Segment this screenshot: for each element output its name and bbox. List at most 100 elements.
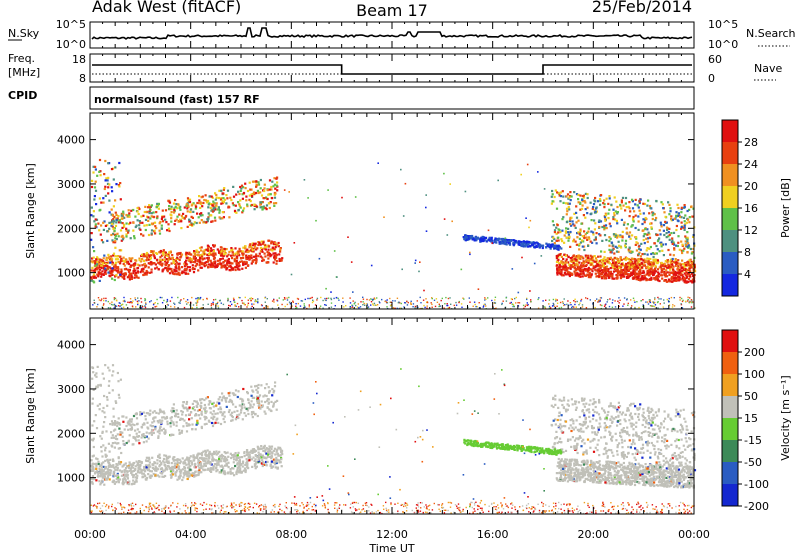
- echo-cell: [141, 221, 144, 224]
- echo-cell: [627, 205, 630, 208]
- echo-cell: [125, 213, 128, 217]
- echo-cell: [267, 305, 269, 308]
- echo-cell: [609, 251, 612, 254]
- echo-cell: [114, 199, 117, 202]
- echo-cell: [231, 454, 234, 457]
- echo-cell: [668, 273, 671, 276]
- echo-cell: [557, 228, 560, 231]
- echo-cell: [576, 272, 579, 275]
- echo-cell: [172, 272, 175, 275]
- echo-cell: [218, 259, 221, 262]
- echo-cell: [649, 301, 652, 304]
- echo-cell: [239, 297, 241, 299]
- echo-cell: [208, 450, 211, 453]
- echo-cell: [107, 307, 110, 309]
- echo-cell: [92, 304, 94, 306]
- echo-cell: [126, 470, 129, 473]
- colorbar-label: Power [dB]: [779, 178, 792, 238]
- echo-cell: [613, 256, 616, 259]
- echo-cell: [139, 464, 142, 467]
- echo-cell: [597, 265, 600, 268]
- echo-cell: [116, 258, 119, 261]
- echo-cell: [504, 238, 507, 241]
- echo-cell: [178, 206, 181, 209]
- echo-cell: [151, 250, 154, 253]
- echo-cell: [574, 298, 576, 300]
- echo-cell: [169, 300, 172, 302]
- echo-cell: [292, 300, 294, 302]
- echo-cell: [107, 475, 110, 478]
- echo-cell: [236, 456, 239, 459]
- echo-cell: [257, 301, 259, 304]
- echo-cell: [653, 213, 656, 216]
- echo-cell: [565, 261, 568, 264]
- echo-cell: [191, 472, 194, 475]
- echo-cell: [469, 251, 471, 254]
- echo-cell: [202, 450, 205, 453]
- echo-cell: [214, 298, 217, 301]
- echo-cell: [204, 261, 207, 264]
- echo-cell: [544, 306, 546, 308]
- echo-cell: [324, 297, 326, 300]
- echo-cell: [575, 306, 577, 308]
- echo-cell: [562, 195, 565, 198]
- echo-cell: [603, 203, 606, 206]
- echo-cell: [622, 272, 625, 275]
- echo-cell: [366, 306, 369, 309]
- echo-cell: [620, 207, 623, 210]
- echo-cell: [241, 250, 244, 253]
- echo-cell: [630, 271, 633, 274]
- echo-cell: [177, 220, 180, 223]
- echo-cell: [586, 297, 589, 300]
- echo-cell: [632, 271, 635, 274]
- echo-cell: [575, 211, 578, 214]
- echo-cell: [675, 263, 678, 266]
- echo-cell: [563, 304, 565, 307]
- echo-cell: [667, 278, 670, 281]
- echo-cell: [136, 263, 139, 266]
- echo-cell: [444, 303, 446, 305]
- echo-cell: [612, 299, 614, 301]
- echo-cell: [273, 193, 276, 196]
- echo-cell: [210, 195, 213, 198]
- echo-cell: [688, 277, 691, 281]
- echo-cell: [112, 481, 115, 484]
- echo-cell: [595, 242, 598, 245]
- echo-cell: [215, 304, 217, 306]
- echo-cell: [128, 222, 131, 226]
- echo-cell: [591, 241, 594, 244]
- echo-cell: [473, 301, 476, 303]
- echo-cell: [102, 241, 105, 244]
- echo-cell: [571, 306, 573, 309]
- echo-cell: [378, 301, 380, 303]
- echo-cell: [178, 252, 181, 255]
- echo-cell: [207, 216, 210, 219]
- echo-cell: [577, 201, 580, 204]
- echo-cell: [97, 257, 100, 260]
- echo-cell: [560, 255, 563, 258]
- echo-cell: [263, 187, 266, 190]
- echo-cell: [104, 272, 107, 275]
- echo-cell: [565, 273, 568, 276]
- echo-cell: [637, 228, 640, 231]
- echo-cell: [269, 463, 272, 466]
- echo-cell: [217, 452, 220, 455]
- echo-cell: [154, 232, 157, 235]
- echo-cell: [100, 201, 103, 204]
- echo-cell: [666, 271, 669, 274]
- echo-cell: [236, 302, 239, 305]
- echo-cell: [618, 274, 621, 277]
- echo-cell: [188, 220, 191, 223]
- echo-cell: [142, 273, 145, 277]
- echo-cell: [239, 467, 242, 470]
- y-tick-label: 2000: [57, 222, 85, 235]
- echo-cell: [90, 269, 93, 272]
- echo-cell: [656, 259, 659, 262]
- echo-cell: [183, 459, 186, 462]
- echo-cell: [330, 306, 333, 308]
- echo-cell: [251, 298, 254, 300]
- echo-cell: [207, 258, 210, 261]
- echo-cell: [137, 303, 139, 306]
- echo-cell: [590, 258, 593, 262]
- echo-cell: [528, 245, 531, 248]
